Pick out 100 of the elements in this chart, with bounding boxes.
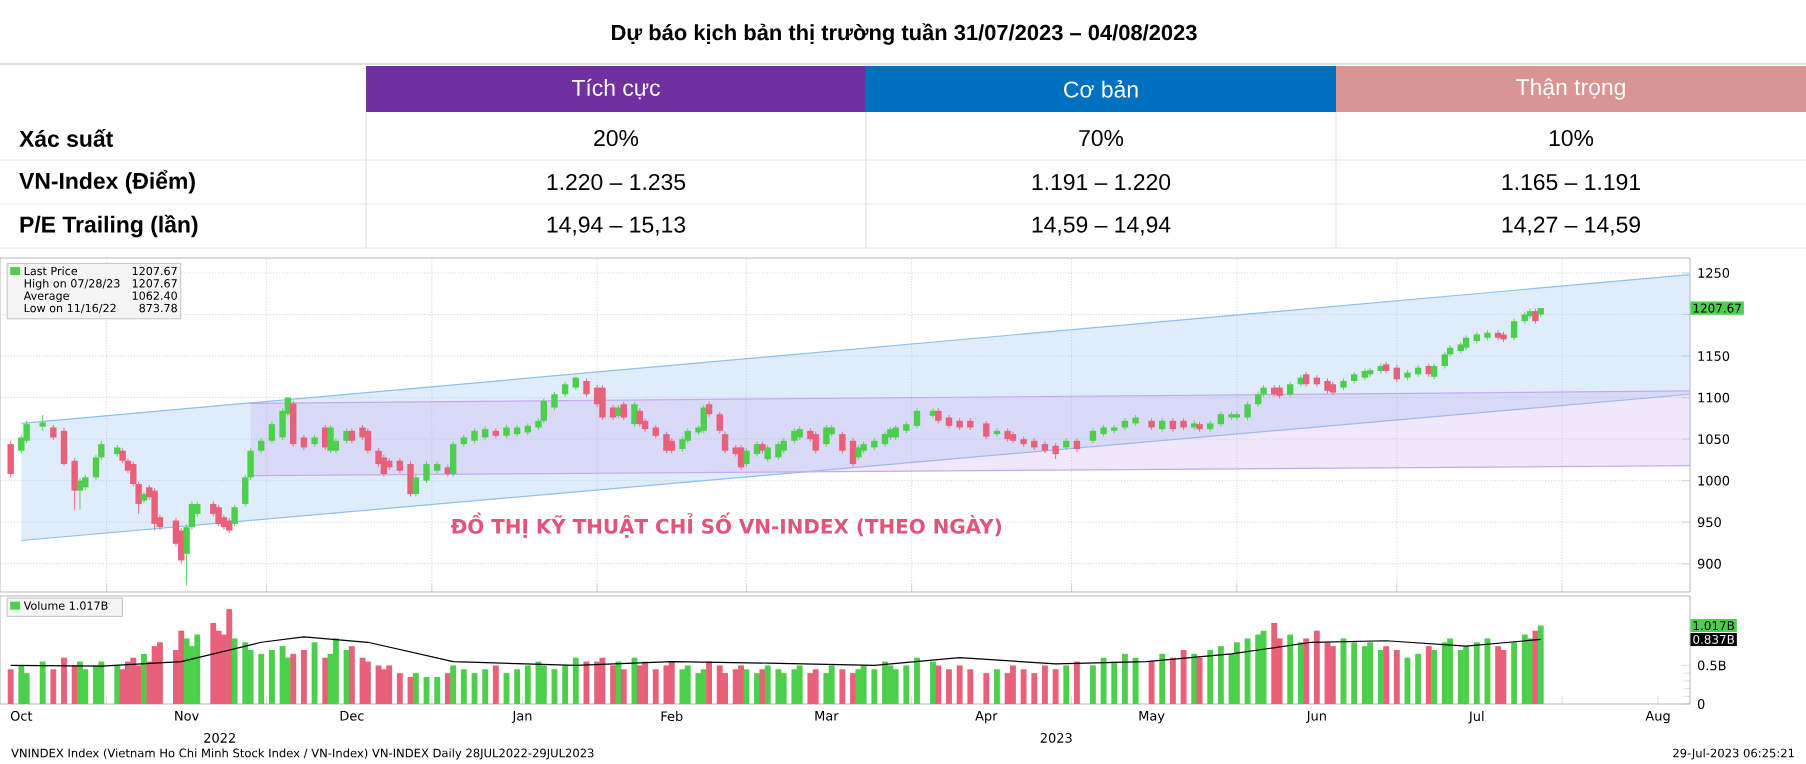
bar <box>1313 630 1320 704</box>
bar <box>524 665 531 704</box>
bar <box>791 669 798 704</box>
bar <box>1431 650 1438 704</box>
bar <box>268 650 275 704</box>
bar <box>1393 650 1400 704</box>
candlestick <box>775 441 782 461</box>
bar <box>764 665 771 704</box>
bar <box>386 665 393 704</box>
bar <box>572 657 579 704</box>
text: 70% <box>1079 129 1124 147</box>
bar <box>492 665 499 704</box>
bar <box>1159 653 1166 704</box>
bar <box>23 673 30 704</box>
line-series <box>10 636 1542 667</box>
text: 1.191 – 1.220 <box>1032 173 1171 191</box>
text: 1.165 – 1.191 <box>1502 173 1640 191</box>
candlestick <box>1244 401 1251 421</box>
bar <box>98 661 105 704</box>
bar <box>540 665 547 704</box>
bar <box>956 665 963 704</box>
candlestick <box>513 424 521 438</box>
bar <box>1217 646 1224 704</box>
candlestick <box>364 427 372 454</box>
text: Dự báo kịch bản thị trường tuần 31/07/2023 – 04/08/2023 <box>611 23 1197 45</box>
bar <box>946 669 952 704</box>
bar <box>828 665 835 704</box>
candlestick <box>1510 318 1518 341</box>
bar <box>839 669 846 704</box>
bar <box>1367 642 1374 704</box>
bar <box>775 669 782 704</box>
candlestick <box>423 461 430 484</box>
bar <box>300 650 307 704</box>
bar <box>226 609 233 704</box>
bar <box>61 657 67 704</box>
bar <box>412 673 419 704</box>
bar <box>450 665 457 704</box>
bar <box>1447 638 1454 704</box>
candlestick <box>60 427 68 467</box>
category-label: VN-Index (Điểm) <box>19 170 195 194</box>
candlestick <box>663 431 670 454</box>
bar <box>1303 638 1310 704</box>
bar <box>50 669 57 704</box>
candlestick <box>290 400 297 448</box>
bar <box>679 669 686 704</box>
bar <box>620 669 627 704</box>
annotation: ĐỒ THỊ KỸ THUẬT CHỈ SỐ VN-INDEX (THEO NGÀY) <box>450 512 1002 538</box>
bar <box>39 661 46 704</box>
bar <box>914 657 920 704</box>
bar <box>231 638 238 704</box>
text: 14,27 – 14,59 <box>1502 216 1640 236</box>
bar <box>194 634 201 704</box>
bar <box>903 665 910 704</box>
candlestick <box>231 504 238 527</box>
bar <box>1473 642 1480 704</box>
candlestick <box>812 431 819 454</box>
candlestick <box>540 397 547 424</box>
bar <box>82 669 89 704</box>
bar <box>1191 653 1198 704</box>
candlestick <box>151 487 158 531</box>
bar <box>855 669 862 704</box>
category-label: Tích cực <box>571 78 660 100</box>
bar <box>114 665 121 704</box>
bar <box>1351 642 1358 704</box>
candlestick <box>1073 437 1081 453</box>
candlestick <box>631 401 638 428</box>
candlestick <box>7 440 14 478</box>
candlestick <box>551 391 558 411</box>
candlestick <box>983 420 990 440</box>
category-label: Xác suất <box>19 129 113 147</box>
bar <box>663 665 670 704</box>
bar <box>983 673 990 704</box>
bar <box>242 642 249 704</box>
bar <box>1537 625 1544 704</box>
bar <box>364 661 371 704</box>
bar <box>796 665 803 704</box>
bar <box>434 677 441 704</box>
bar <box>1132 657 1139 704</box>
bar <box>716 665 723 704</box>
bar <box>1042 665 1048 704</box>
bar <box>1511 642 1518 704</box>
bar <box>823 673 830 704</box>
bar <box>332 638 339 704</box>
bar <box>396 673 403 704</box>
bar <box>695 673 702 704</box>
bar <box>812 669 819 704</box>
candlestick <box>743 447 750 467</box>
bar <box>1111 661 1118 704</box>
candlestick <box>599 384 606 421</box>
candlestick <box>327 424 334 454</box>
bar <box>1052 669 1059 704</box>
bar <box>706 661 712 704</box>
bar <box>178 630 185 704</box>
bar <box>1010 665 1016 704</box>
candlestick <box>140 491 148 504</box>
bar <box>759 669 766 704</box>
candlestick <box>1169 417 1177 433</box>
bar <box>743 669 750 704</box>
text: 14,94 – 15,13 <box>547 216 686 236</box>
candlestick <box>407 461 414 497</box>
